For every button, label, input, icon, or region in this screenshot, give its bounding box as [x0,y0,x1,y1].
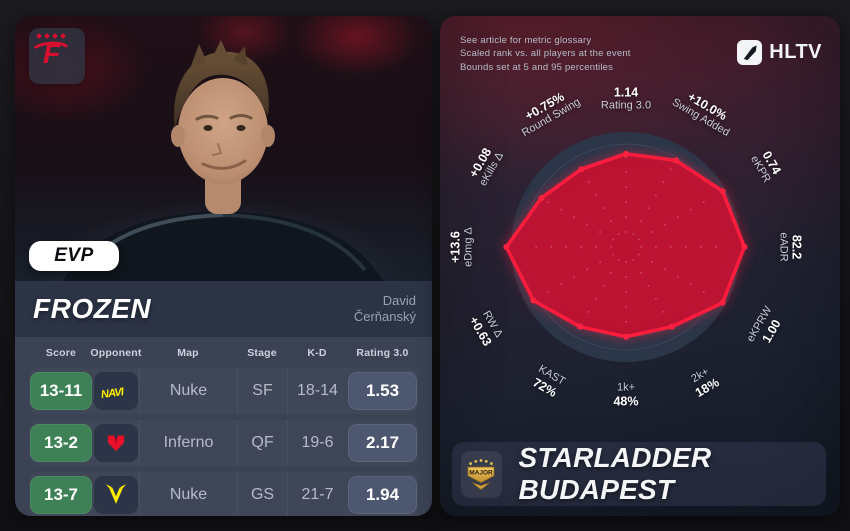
map-cell: Nuke [138,368,238,414]
rating-badge: 1.94 [348,476,417,514]
navi-logo: NAVI [99,378,133,404]
opponent-tile [94,424,138,462]
column-header: Stage [247,347,277,359]
column-header: Map [177,347,199,359]
column-header: K-D [307,347,327,359]
column-header: Rating 3.0 [356,347,409,359]
axis-value: 1.14 [613,85,639,100]
score-badge: 13-2 [30,424,92,462]
hltv-logo: HLTV [737,40,822,65]
map-cell: Nuke [138,472,238,516]
score-badge: 13-7 [30,476,92,514]
evp-badge: EVP [29,241,119,271]
player-portrait-illustration [63,40,383,281]
column-header: Opponent [90,347,142,359]
glossary-line: See article for metric glossary [460,35,592,46]
player-firstname: David [382,292,416,308]
stage-cell: QF [236,420,288,466]
glossary-note: See article for metric glossary Scaled ra… [460,34,631,74]
opponent-tile [94,476,138,514]
svg-text:NAVI: NAVI [100,386,125,401]
faze-team-logo: F [29,28,85,84]
hltv-icon [737,40,763,65]
glossary-line: Scaled rank vs. all players at the event [460,48,631,60]
axis-value: 82.2 [789,234,804,260]
major-badge: MAJOR [461,450,502,498]
event-bar: MAJOR STARLADDER BUDAPEST [452,442,826,506]
axis-name: eADR [777,232,790,262]
opponent-tile: NAVI [94,372,138,410]
radar-chart-canvas [503,132,748,362]
table-header-row: Score Opponent Map Stage K-D Rating 3.0 [29,344,418,362]
player-real-name: David Čerňanský [354,293,416,326]
player-name-bar: FROZEN David Čerňanský [15,281,432,337]
radar-card: See article for metric glossary Scaled ra… [440,16,840,516]
axis-value: 48% [613,394,639,409]
hltv-brand-text: HLTV [769,41,822,63]
axis-name: eDmg Δ [462,227,475,267]
player-nickname: FROZEN [33,293,152,324]
vitality-logo [101,481,131,509]
match-row: 13-7 Nuke GS 21-7 1.94 [29,472,418,516]
player-lastname: Čerňanský [353,309,416,324]
column-header: Score [45,347,77,359]
axis-name: 1k+ [616,381,636,394]
score-badge: 13-11 [30,372,92,410]
mouz-logo [101,429,131,457]
radar-chart: 1.14 Rating 3.0 +10.0% Swing Added 0.74 eKPR 8… [440,16,840,516]
rating-badge: 2.17 [348,424,417,462]
radar-axis-eadr: 82.2 eADR [776,232,803,261]
map-cell: Inferno [138,420,238,466]
match-row: 13-2 Inferno QF 19-6 2.17 [29,420,418,466]
svg-text:MAJOR: MAJOR [470,469,494,476]
radar-axis-edmg-: +13.6 eDmg Δ [448,227,475,267]
stage-cell: SF [236,368,288,414]
table-body: 13-11 NAVI Nuke SF 18-14 1.53 13-2 Inferno QF 19-… [29,368,418,516]
match-table: Score Opponent Map Stage K-D Rating 3.0 13-11… [15,337,432,516]
axis-value: +13.6 [448,231,463,263]
radar-axis-1k-: 1k+ 48% [613,381,638,408]
rating-badge: 1.53 [348,372,417,410]
glossary-line: Bounds set at 5 and 95 percentiles [460,61,614,73]
kd-cell: 21-7 [286,472,348,516]
player-card: F EVP FROZEN David Čerňanský Score Oppone… [15,16,432,516]
player-photo: F EVP [15,16,432,281]
stage-cell: GS [236,472,288,516]
axis-name: Rating 3.0 [600,99,652,112]
kd-cell: 18-14 [286,368,348,414]
event-name: STARLADDER BUDAPEST [518,442,712,505]
kd-cell: 19-6 [286,420,348,466]
svg-text:F: F [43,38,61,69]
match-row: 13-11 NAVI Nuke SF 18-14 1.53 [29,368,418,414]
cs-major-badge-icon: MAJOR [467,459,495,491]
radar-axis-rating-3-0: 1.14 Rating 3.0 [601,85,651,112]
faze-clan-icon: F [34,33,68,69]
